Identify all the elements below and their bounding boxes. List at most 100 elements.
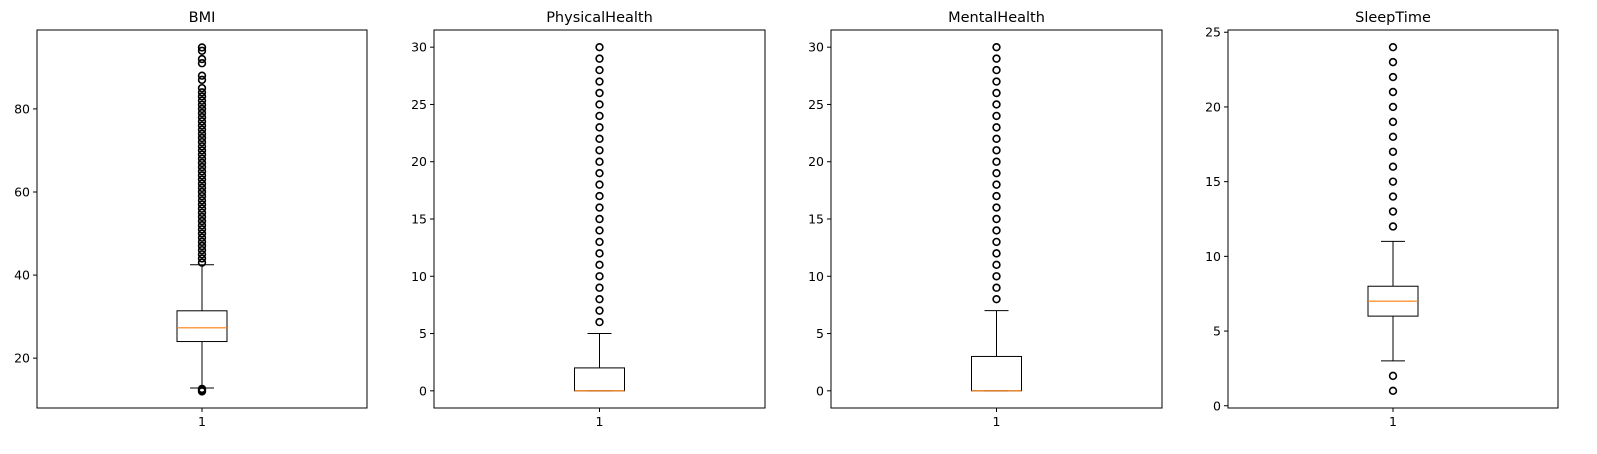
y-tick-label: 20 [411, 154, 427, 169]
outlier-point [595, 317, 604, 327]
outlier-point [1388, 162, 1398, 171]
axes-frame [433, 29, 766, 409]
outlier-point [595, 134, 604, 144]
outlier-point [197, 225, 207, 234]
outlier-point [197, 187, 207, 197]
y-tick-label: 5 [1213, 324, 1221, 339]
outlier-point [197, 196, 207, 205]
outlier-point [197, 204, 207, 213]
outlier-point [595, 42, 604, 52]
outlier-point [992, 168, 1001, 178]
outlier-point [197, 43, 207, 52]
outlier-point [595, 77, 604, 86]
outlier-point [197, 125, 207, 134]
outlier-point [197, 83, 207, 93]
outlier-point [1388, 371, 1398, 381]
subplot-3: MentalHealth 0 5 10 15 20 25 30 1 [808, 10, 1163, 429]
outlier-point [197, 100, 207, 109]
outlier-point [595, 191, 604, 201]
outlier-point [992, 123, 1001, 132]
outlier-point [197, 162, 207, 172]
outlier-point [1388, 42, 1398, 52]
y-tick-label: 20 [1205, 99, 1221, 114]
outlier-point [992, 294, 1001, 304]
outlier-point [197, 175, 207, 184]
outlier-point [1388, 132, 1398, 142]
outlier-point [197, 200, 207, 209]
outlier-point [992, 226, 1001, 235]
outlier-point [595, 168, 604, 178]
outlier-point [992, 237, 1001, 247]
outlier-point [197, 254, 207, 263]
outlier-point [197, 241, 207, 251]
axes-frame [830, 29, 1163, 409]
outlier-point [595, 180, 604, 189]
y-tick-label: 15 [808, 212, 824, 227]
y-tick-label: 20 [14, 351, 30, 366]
outlier-point [992, 272, 1001, 281]
outlier-point [1388, 117, 1398, 127]
outlier-point [992, 260, 1001, 270]
outlier-point [1388, 386, 1398, 396]
outlier-point [197, 108, 207, 118]
outlier-point [992, 214, 1001, 224]
outlier-point [595, 203, 604, 212]
y-tick-label: 25 [808, 97, 824, 112]
outlier-point [197, 171, 207, 180]
outlier-point [197, 71, 207, 80]
iqr-box [971, 355, 1022, 392]
outlier-point [992, 157, 1001, 166]
x-tick-label: 1 [1389, 414, 1397, 429]
outlier-point [197, 129, 207, 139]
outlier-point [992, 88, 1001, 98]
outlier-point [1388, 147, 1398, 156]
outlier-point [197, 96, 207, 105]
outlier-point [197, 150, 207, 159]
outlier-point [197, 258, 207, 267]
outlier-point [992, 100, 1001, 109]
outlier-point [595, 111, 604, 121]
outlier-point [1388, 57, 1398, 67]
outlier-point [595, 272, 604, 281]
outlier-point [595, 237, 604, 247]
outlier-point [595, 294, 604, 304]
outlier-point [1388, 72, 1398, 82]
outlier-point [595, 157, 604, 166]
outlier-point [595, 226, 604, 235]
y-tick-label: 25 [411, 97, 427, 112]
outlier-point [992, 65, 1001, 75]
outlier-point [197, 384, 207, 394]
outlier-point [595, 123, 604, 132]
iqr-box [574, 367, 625, 392]
outlier-point [197, 54, 207, 64]
y-tick-label: 25 [1205, 25, 1221, 40]
subplot-4: SleepTime 0 5 10 15 20 25 1 [1205, 10, 1559, 429]
outlier-point [1388, 177, 1398, 186]
y-tick-label: 10 [1205, 249, 1221, 264]
y-tick-label: 15 [1205, 174, 1221, 189]
y-tick-label: 10 [411, 269, 427, 284]
outlier-point [1388, 192, 1398, 201]
outlier-point [197, 229, 207, 238]
axes-frame [1227, 29, 1559, 409]
outlier-point [197, 117, 207, 126]
outlier-point [595, 214, 604, 224]
outlier-point [197, 142, 207, 151]
outlier-point [1388, 102, 1398, 112]
axes-frame [36, 29, 368, 409]
outlier-point [197, 75, 207, 85]
y-tick-label: 20 [808, 154, 824, 169]
outlier-point [197, 146, 207, 155]
y-tick-label: 10 [808, 269, 824, 284]
outlier-point [197, 59, 207, 68]
outlier-point [197, 133, 207, 143]
subplot-title: MentalHealth [948, 10, 1045, 26]
y-tick-label: 30 [808, 40, 824, 55]
outlier-point [197, 46, 207, 55]
outlier-point [992, 249, 1001, 258]
subplot-title: PhysicalHealth [546, 10, 653, 26]
outlier-point [197, 221, 207, 230]
outlier-point [197, 167, 207, 176]
outlier-point [595, 306, 604, 315]
